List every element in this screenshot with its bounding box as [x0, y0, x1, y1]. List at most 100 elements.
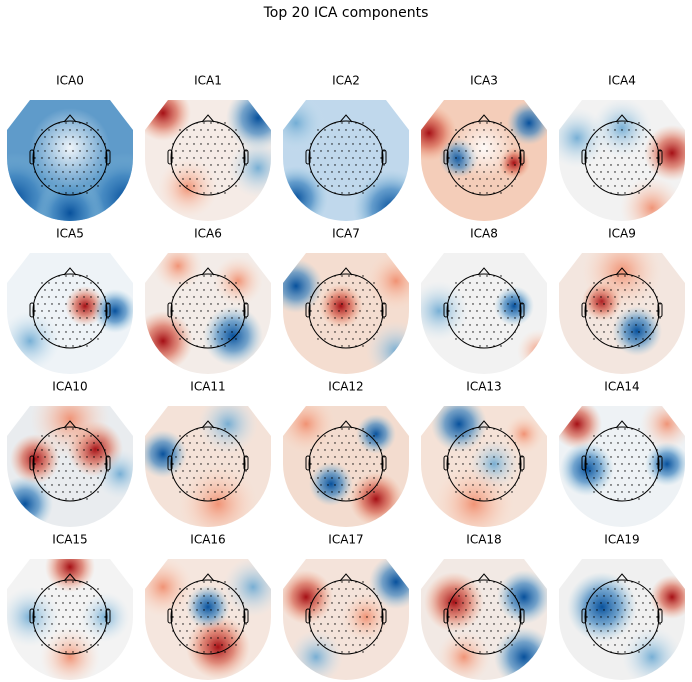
sensor	[617, 498, 619, 500]
sensor	[451, 470, 453, 472]
sensor	[65, 136, 67, 138]
sensor	[100, 470, 102, 472]
sensor	[327, 289, 329, 291]
sensor	[345, 185, 347, 187]
sensor	[200, 185, 202, 187]
sensor	[97, 324, 99, 326]
sensor	[210, 331, 212, 333]
sensor	[614, 129, 616, 131]
sensor	[451, 623, 453, 625]
sensor	[352, 282, 354, 284]
sensor	[659, 303, 661, 305]
topomap-blob	[145, 430, 187, 478]
sensor	[62, 616, 64, 618]
sensor	[617, 192, 619, 194]
sensor	[210, 275, 212, 277]
sensor	[455, 282, 457, 284]
sensor	[200, 129, 202, 131]
sensor	[203, 637, 205, 639]
sensor	[362, 456, 364, 458]
sensor	[51, 595, 53, 597]
topomap-blob	[356, 414, 396, 454]
sensor	[228, 143, 230, 145]
sensor	[610, 623, 612, 625]
sensor	[614, 449, 616, 451]
sensor	[462, 644, 464, 646]
sensor	[638, 623, 640, 625]
sensor	[41, 630, 43, 632]
sensor	[617, 289, 619, 291]
sensor	[521, 456, 523, 458]
topomap	[421, 406, 547, 527]
sensor	[638, 331, 640, 333]
sensor	[376, 317, 378, 319]
sensor	[455, 491, 457, 493]
topomap	[559, 559, 685, 680]
sensor	[493, 609, 495, 611]
sensor	[649, 588, 651, 590]
sensor	[72, 651, 74, 653]
sensor	[90, 129, 92, 131]
sensor	[469, 324, 471, 326]
sensor	[97, 310, 99, 312]
sensor	[472, 442, 474, 444]
sensor	[624, 192, 626, 194]
sensor	[186, 324, 188, 326]
sensor	[69, 644, 71, 646]
sensor	[500, 289, 502, 291]
sensor	[645, 609, 647, 611]
sensor	[72, 609, 74, 611]
sensor	[352, 143, 354, 145]
left-ear	[581, 455, 587, 471]
sensor	[362, 498, 364, 500]
sensor	[462, 435, 464, 437]
sensor	[621, 644, 623, 646]
sensor	[380, 616, 382, 618]
sensor	[649, 296, 651, 298]
sensor	[628, 616, 630, 618]
sensor	[172, 310, 174, 312]
sensor	[490, 588, 492, 590]
topomap	[421, 253, 547, 374]
head-outline	[308, 273, 384, 349]
sensor	[596, 150, 598, 152]
sensor	[490, 324, 492, 326]
sensor	[97, 463, 99, 465]
sensor	[93, 150, 95, 152]
sensor	[458, 164, 460, 166]
sensor	[210, 442, 212, 444]
sensor	[504, 588, 506, 590]
sensor	[476, 157, 478, 159]
sensor	[600, 644, 602, 646]
sensor	[196, 317, 198, 319]
figure-title: Top 20 ICA components	[263, 5, 429, 21]
sensor	[352, 310, 354, 312]
sensor	[659, 150, 661, 152]
component-title: ICA1	[194, 74, 222, 88]
sensor	[479, 442, 481, 444]
sensor	[231, 331, 233, 333]
sensor	[90, 310, 92, 312]
head-outline	[584, 120, 660, 196]
sensor	[373, 282, 375, 284]
sensor	[41, 435, 43, 437]
sensor	[628, 129, 630, 131]
sensor	[596, 289, 598, 291]
sensor	[224, 651, 226, 653]
sensor	[186, 463, 188, 465]
sensor	[235, 185, 237, 187]
sensor	[331, 310, 333, 312]
sensor	[320, 442, 322, 444]
sensor	[93, 470, 95, 472]
sensor	[366, 449, 368, 451]
sensor	[189, 456, 191, 458]
sensor	[55, 185, 57, 187]
sensor	[507, 456, 509, 458]
sensor	[486, 289, 488, 291]
component-title: ICA9	[608, 227, 636, 241]
sensor	[58, 637, 60, 639]
sensor	[635, 185, 637, 187]
left-ear	[167, 455, 173, 471]
sensor	[107, 150, 109, 152]
topomap-blob	[40, 627, 100, 680]
